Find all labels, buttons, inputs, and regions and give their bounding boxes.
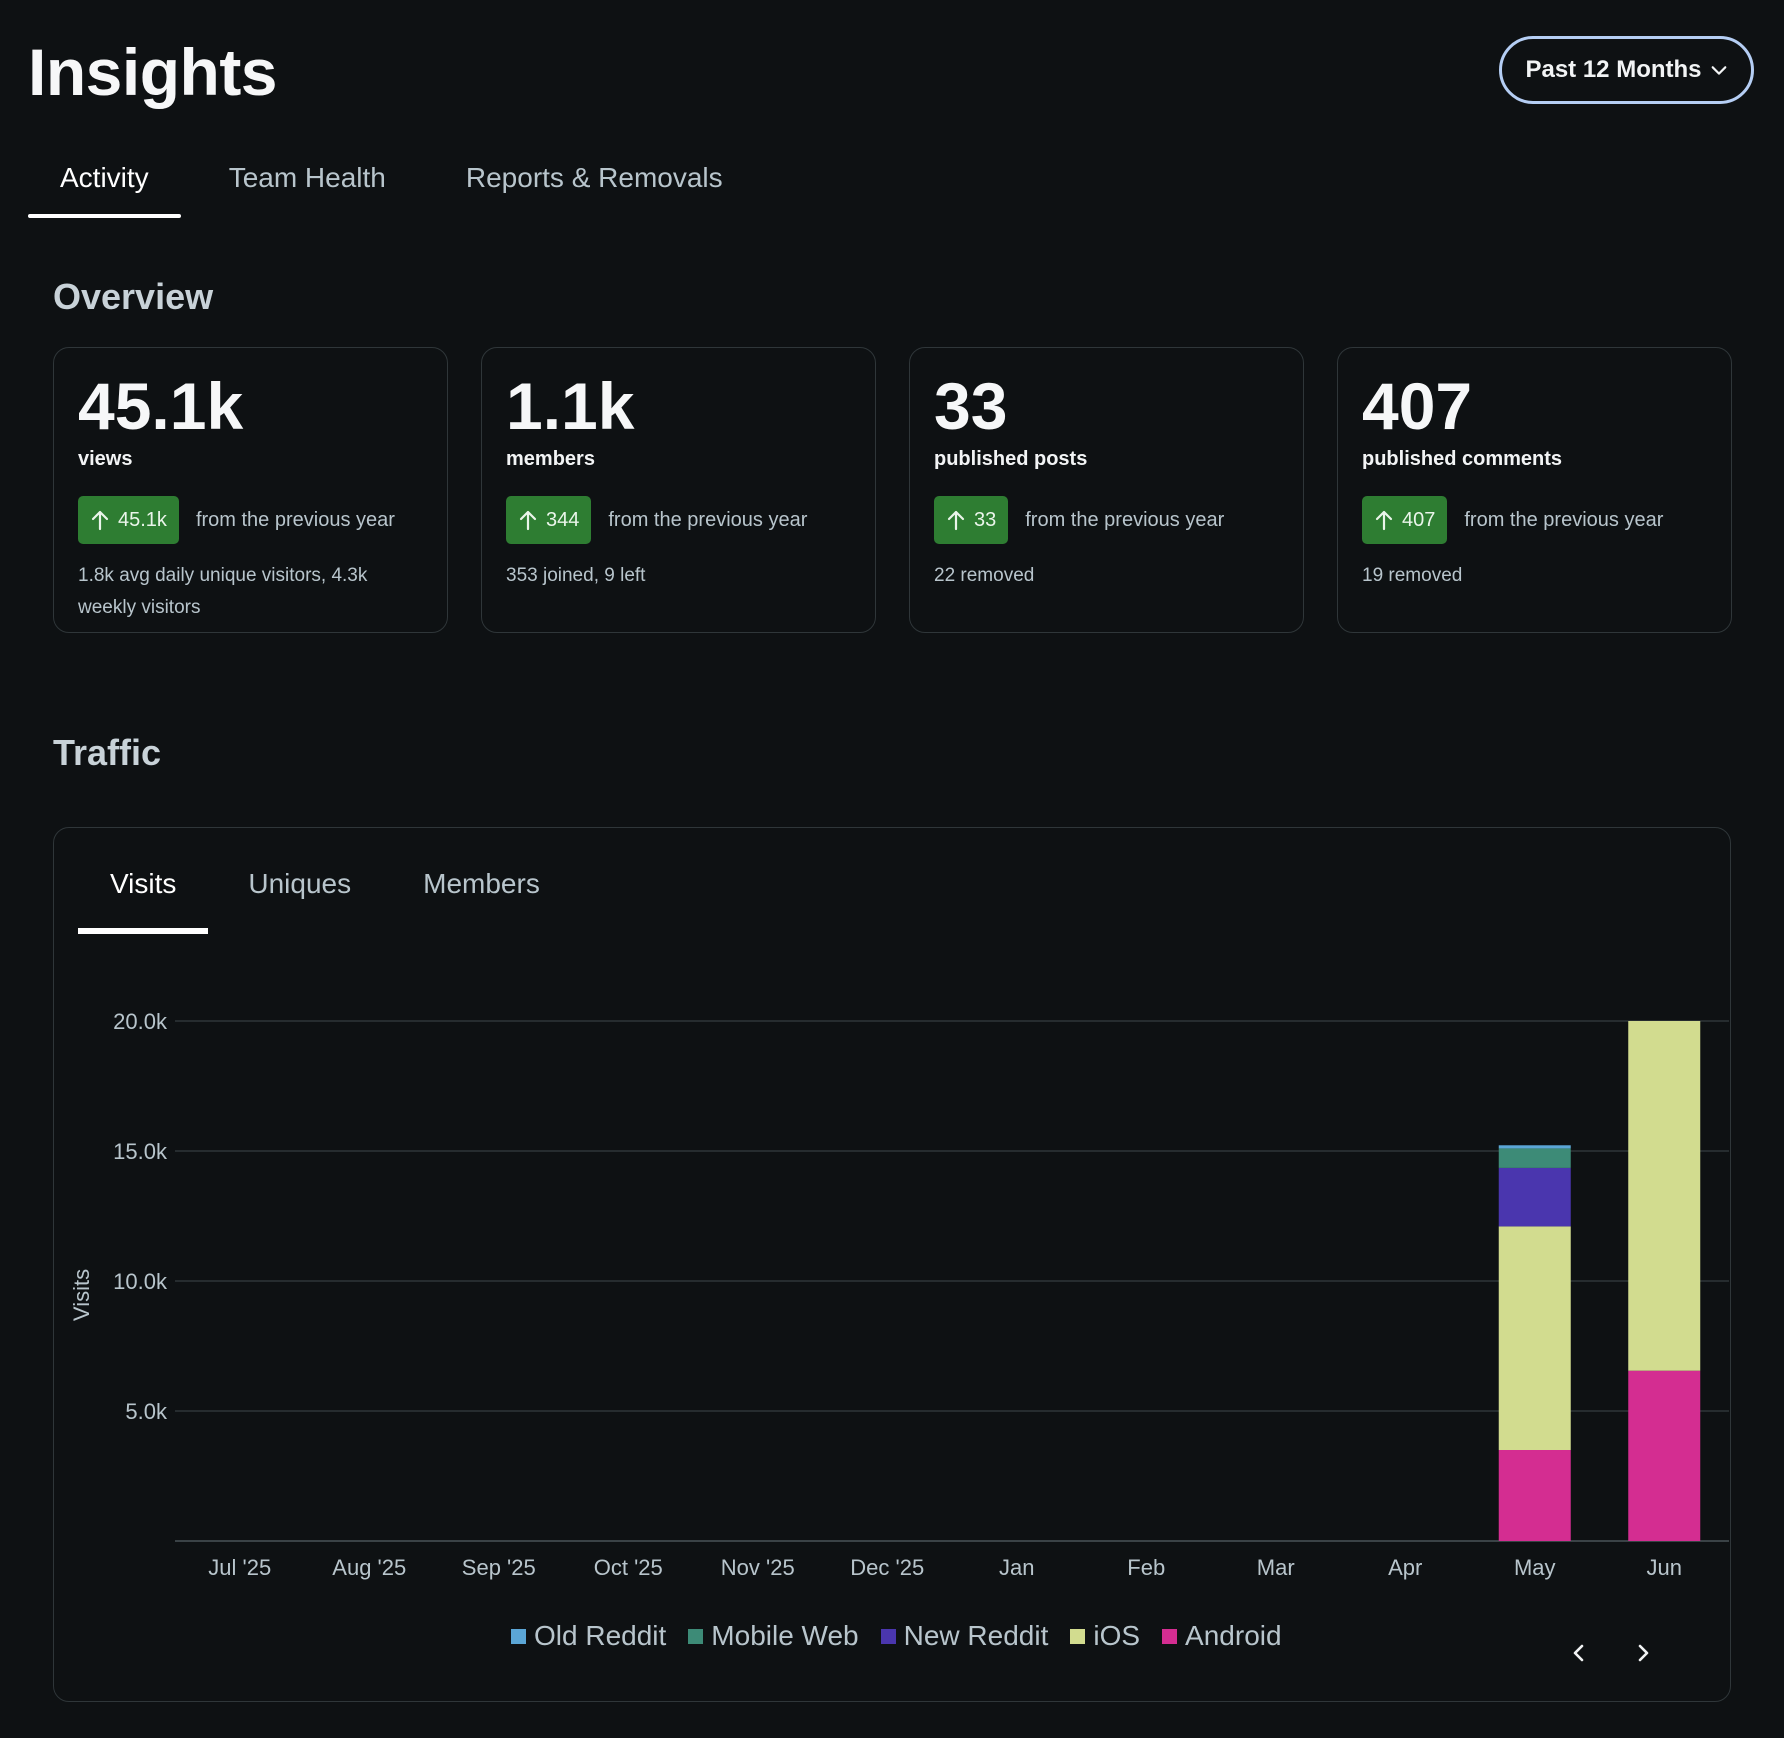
- visits-chart: 5.0k 10.0k 15.0k 20.0k Visits Jul '25 Aug '25 S…: [69, 1009, 1729, 1580]
- bar-new-reddit: [1498, 1167, 1571, 1227]
- chart-next-button[interactable]: [1626, 1636, 1660, 1670]
- bar-mobile-web: [1498, 1148, 1571, 1168]
- traffic-title: Traffic: [53, 732, 162, 773]
- bar-ios: [1628, 1021, 1701, 1371]
- stat-label: published comments: [1362, 448, 1563, 470]
- delta-value: 344: [546, 508, 580, 531]
- stat-value: 1.1k: [506, 369, 635, 443]
- stat-note: 22 removed: [934, 565, 1035, 586]
- delta-row: 407 from the previous year: [1362, 496, 1707, 544]
- arrow-up-icon: [1375, 510, 1393, 531]
- legend-item-new-reddit[interactable]: New Reddit: [880, 1620, 1049, 1652]
- chart-legend: Old Reddit Mobile Web New Reddit iOS Android: [511, 1620, 1282, 1652]
- stat-card-comments: 407 published comments 407 from the prev…: [1337, 347, 1732, 633]
- subtab-visits[interactable]: Visits: [78, 868, 209, 934]
- y-tick-label: 15.0k: [113, 1139, 168, 1164]
- x-tick-label: Oct '25: [594, 1555, 663, 1580]
- subtab-uniques[interactable]: Uniques: [248, 868, 352, 899]
- x-tick-label: Apr: [1388, 1555, 1422, 1580]
- legend-swatch: [511, 1628, 526, 1644]
- delta-badge: 407: [1362, 496, 1448, 544]
- legend-label: iOS: [1093, 1620, 1141, 1651]
- subtab-members[interactable]: Members: [423, 868, 540, 899]
- tab-team-health[interactable]: Team Health: [228, 162, 386, 193]
- stat-card-members: 1.1k members 344 from the previous year …: [481, 347, 876, 633]
- y-tick-label: 5.0k: [125, 1399, 168, 1424]
- page-title: Insights: [28, 35, 278, 109]
- chevron-left-icon: [1573, 1644, 1584, 1662]
- tab-reports-removals[interactable]: Reports & Removals: [465, 162, 723, 193]
- time-range-label: Past 12 Months: [1525, 56, 1702, 83]
- arrow-up-icon: [947, 510, 965, 531]
- delta-row: 344 from the previous year: [506, 496, 851, 544]
- x-tick-label: Jul '25: [208, 1555, 271, 1580]
- stat-value: 45.1k: [78, 369, 244, 443]
- traffic-subtabs: Visits Uniques Members: [78, 868, 572, 934]
- stat-label: views: [78, 448, 133, 470]
- y-axis-title: Visits: [69, 1269, 94, 1321]
- arrow-up-icon: [91, 510, 109, 531]
- y-tick-label: 20.0k: [113, 1009, 168, 1034]
- delta-badge: 33: [934, 496, 1009, 544]
- delta-text: from the previous year: [1464, 508, 1664, 531]
- legend-label: Old Reddit: [534, 1620, 667, 1651]
- legend-label: Mobile Web: [711, 1620, 859, 1651]
- stat-card-views: 45.1k views 45.1k from the previous year…: [53, 347, 448, 633]
- traffic-panel: Visits Uniques Members 5.0k 10.0k 15.0k 20.…: [53, 827, 1731, 1702]
- x-tick-label: Feb: [1127, 1555, 1165, 1580]
- chart-prev-button[interactable]: [1562, 1636, 1596, 1670]
- x-tick-label: Jun: [1647, 1555, 1682, 1580]
- legend-label: Android: [1185, 1620, 1282, 1651]
- x-tick-label: May: [1514, 1555, 1556, 1580]
- bar-ios: [1498, 1226, 1571, 1450]
- legend-swatch: [1162, 1628, 1178, 1644]
- bar-old-reddit: [1498, 1145, 1571, 1149]
- legend-label: New Reddit: [903, 1620, 1049, 1651]
- x-tick-label: Dec '25: [850, 1555, 924, 1580]
- stat-card-posts: 33 published posts 33 from the previous …: [909, 347, 1304, 633]
- stat-note: 19 removed: [1362, 565, 1463, 586]
- delta-badge: 344: [506, 496, 592, 544]
- legend-swatch: [880, 1628, 896, 1644]
- stat-note: 1.8k avg daily unique visitors, 4.3k wee…: [78, 565, 368, 618]
- legend-swatch: [1070, 1628, 1086, 1644]
- y-tick-label: 10.0k: [113, 1269, 168, 1294]
- stat-value: 33: [934, 369, 1008, 443]
- legend-swatch: [688, 1628, 704, 1644]
- chevron-down-icon: [1711, 66, 1726, 75]
- delta-text: from the previous year: [195, 508, 395, 531]
- stat-note: 353 joined, 9 left: [506, 565, 646, 586]
- stat-value: 407: [1362, 369, 1473, 443]
- delta-value: 33: [974, 508, 997, 531]
- delta-value: 407: [1402, 508, 1436, 531]
- legend-item-mobile-web[interactable]: Mobile Web: [688, 1620, 859, 1652]
- bar-android: [1498, 1450, 1571, 1541]
- delta-text: from the previous year: [608, 508, 808, 531]
- delta-row: 33 from the previous year: [934, 496, 1279, 544]
- legend-item-android[interactable]: Android: [1162, 1620, 1282, 1652]
- legend-item-old-reddit[interactable]: Old Reddit: [511, 1620, 666, 1652]
- x-tick-label: Sep '25: [462, 1555, 536, 1580]
- bar-android: [1628, 1370, 1701, 1541]
- main-tabs: Activity Team Health Reports & Removals: [28, 150, 755, 220]
- time-range-dropdown[interactable]: Past 12 Months: [1499, 36, 1754, 104]
- x-tick-label: Mar: [1257, 1555, 1295, 1580]
- delta-text: from the previous year: [1025, 508, 1225, 531]
- stat-label: members: [506, 448, 595, 470]
- delta-row: 45.1k from the previous year: [78, 496, 423, 544]
- tab-activity[interactable]: Activity: [28, 150, 181, 218]
- chevron-right-icon: [1638, 1644, 1649, 1662]
- delta-value: 45.1k: [118, 508, 167, 531]
- arrow-up-icon: [519, 510, 537, 531]
- overview-cards: 45.1k views 45.1k from the previous year…: [53, 347, 1732, 633]
- x-tick-label: Jan: [999, 1555, 1034, 1580]
- x-tick-label: Aug '25: [332, 1555, 406, 1580]
- legend-item-ios[interactable]: iOS: [1070, 1620, 1140, 1652]
- delta-badge: 45.1k: [78, 496, 179, 544]
- x-tick-label: Nov '25: [721, 1555, 795, 1580]
- overview-title: Overview: [53, 276, 214, 317]
- stat-label: published posts: [934, 448, 1088, 470]
